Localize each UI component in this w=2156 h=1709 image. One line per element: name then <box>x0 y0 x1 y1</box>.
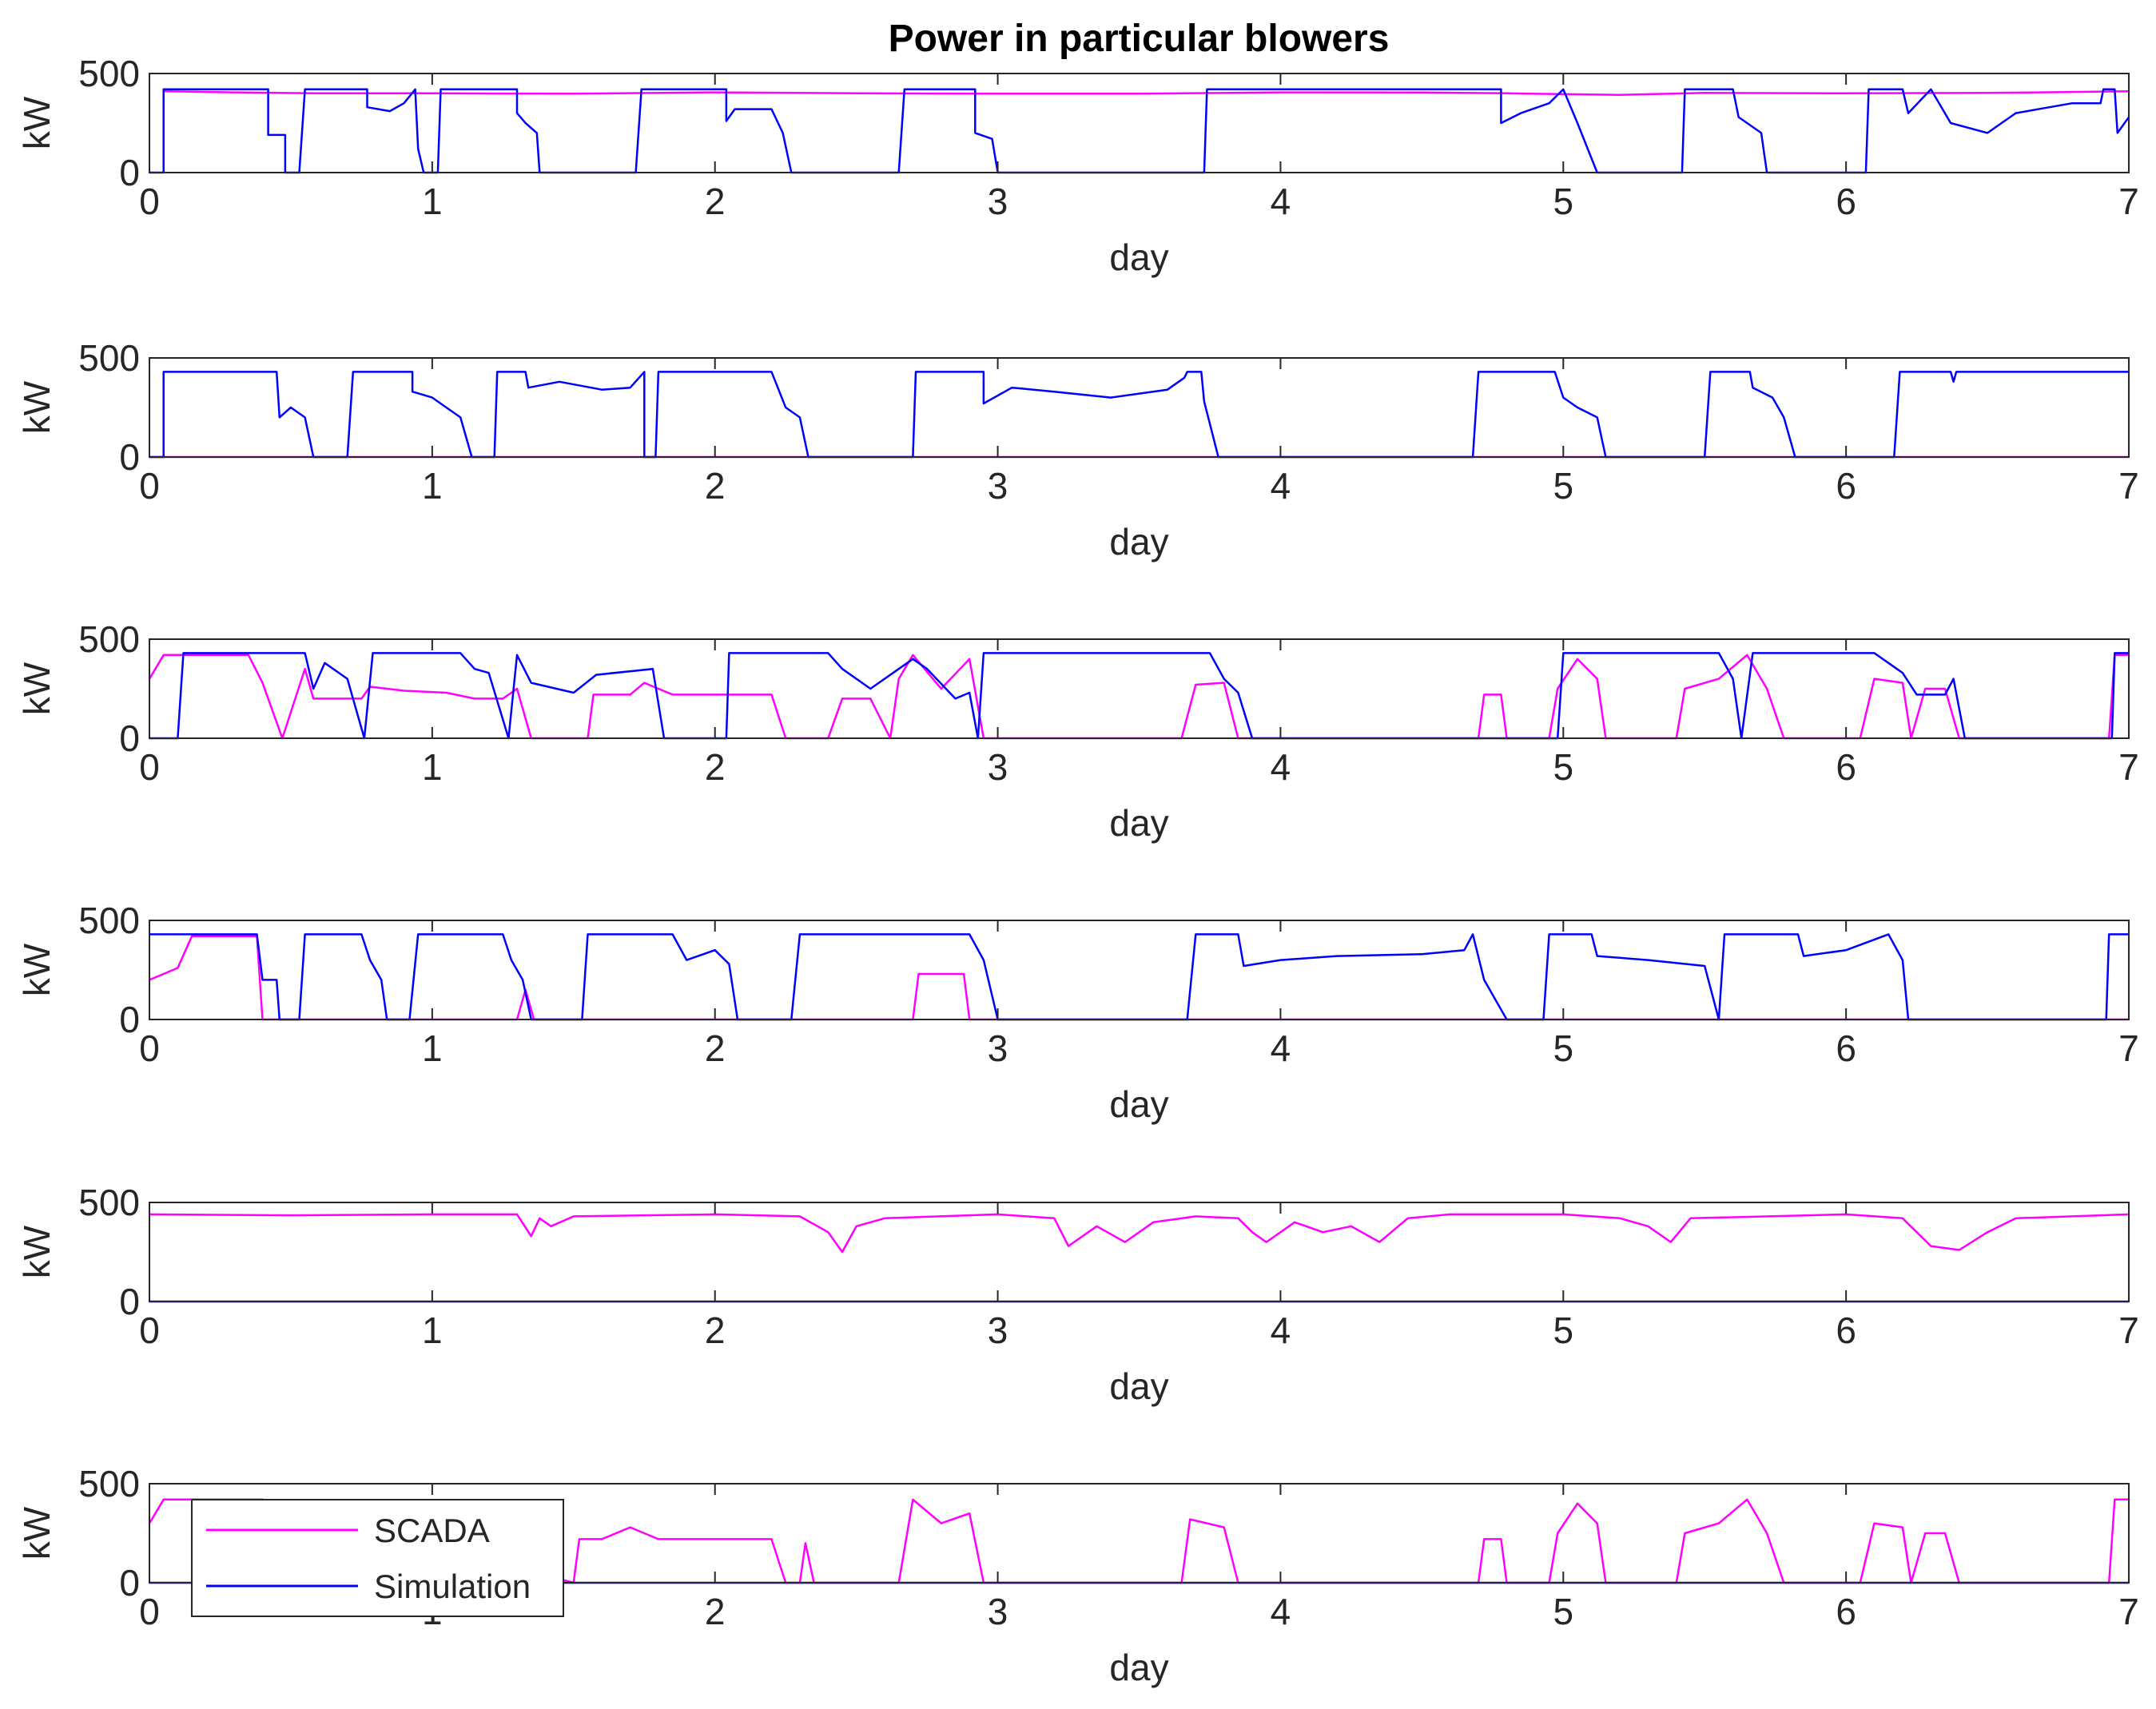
x-tick-label: 3 <box>988 465 1008 507</box>
series-line-simulation <box>149 88 2130 174</box>
y-axis-label: kW <box>16 380 58 434</box>
x-tick-label: 1 <box>422 746 443 788</box>
y-axis-label: kW <box>16 96 58 149</box>
x-tick-label: 2 <box>705 181 726 222</box>
series-line-simulation <box>149 371 2129 459</box>
x-tick-label: 4 <box>1271 1591 1291 1632</box>
x-axis-label: day <box>1109 1083 1168 1125</box>
x-tick-label: 5 <box>1553 1310 1573 1351</box>
x-tick-label: 2 <box>705 746 726 788</box>
x-tick-label: 4 <box>1271 746 1291 788</box>
y-tick-label: 0 <box>119 1281 140 1322</box>
x-tick-label: 2 <box>705 1310 726 1351</box>
series-line-scada <box>149 935 2129 1021</box>
plot-area <box>149 1202 2129 1302</box>
y-tick-label: 500 <box>78 1463 140 1504</box>
x-tick-label: 2 <box>705 1591 726 1632</box>
x-tick-label: 0 <box>139 465 160 507</box>
x-tick-label: 0 <box>139 181 160 222</box>
x-tick-label: 6 <box>1836 1027 1856 1069</box>
x-tick-label: 7 <box>2118 1310 2139 1351</box>
x-tick-label: 7 <box>2118 1591 2139 1632</box>
subplot-3: 0 1 2 3 4 5 6 7 0 500 day kW <box>16 618 2139 844</box>
x-tick-label: 0 <box>139 1591 160 1632</box>
x-tick-label: 3 <box>988 746 1008 788</box>
subplot-5: 0 1 2 3 4 5 6 7 0 500 day kW <box>16 1182 2139 1407</box>
figure-title: Power in particular blowers <box>889 18 1390 60</box>
x-tick-label: 5 <box>1553 1591 1573 1632</box>
x-tick-label: 6 <box>1836 465 1856 507</box>
x-tick-label: 3 <box>988 1027 1008 1069</box>
x-tick-label: 4 <box>1271 181 1291 222</box>
y-tick-label: 500 <box>78 618 140 660</box>
legend-label-simulation: Simulation <box>374 1568 531 1605</box>
x-tick-label: 4 <box>1271 1027 1291 1069</box>
x-tick-label: 0 <box>139 746 160 788</box>
x-tick-label: 5 <box>1553 465 1573 507</box>
y-tick-label: 0 <box>119 717 140 759</box>
x-tick-label: 5 <box>1553 181 1573 222</box>
y-tick-label: 0 <box>119 1562 140 1604</box>
x-tick-label: 1 <box>422 1310 443 1351</box>
plot-area <box>149 358 2129 457</box>
axes-box <box>149 1202 2130 1302</box>
legend: SCADA Simulation <box>191 1499 564 1617</box>
x-tick-label: 2 <box>705 465 726 507</box>
axes-box <box>149 73 2130 173</box>
x-tick-label: 5 <box>1553 1027 1573 1069</box>
subplot-2: 0 1 2 3 4 5 6 7 0 500 day kW <box>16 337 2139 562</box>
x-tick-label: 1 <box>422 465 443 507</box>
y-tick-label: 500 <box>78 900 140 941</box>
x-tick-label: 5 <box>1553 746 1573 788</box>
x-tick-label: 3 <box>988 1310 1008 1351</box>
y-tick-label: 500 <box>78 53 140 94</box>
x-tick-label: 7 <box>2118 181 2139 222</box>
x-tick-label: 3 <box>988 1591 1008 1632</box>
plot-area <box>149 639 2129 738</box>
x-tick-label: 1 <box>422 181 443 222</box>
x-tick-label: 0 <box>139 1027 160 1069</box>
x-axis-label: day <box>1109 802 1168 844</box>
y-axis-label: kW <box>16 943 58 996</box>
x-tick-label: 4 <box>1271 465 1291 507</box>
x-tick-label: 6 <box>1836 181 1856 222</box>
legend-label-scada: SCADA <box>374 1512 490 1549</box>
y-axis-label: kW <box>16 662 58 715</box>
x-tick-label: 6 <box>1836 746 1856 788</box>
y-tick-label: 500 <box>78 337 140 379</box>
axes-box <box>149 920 2130 1020</box>
x-tick-label: 7 <box>2118 465 2139 507</box>
subplot-1: 0 1 2 3 4 5 6 7 0 500 day kW <box>16 53 2139 278</box>
series-line-scada <box>149 1213 2130 1254</box>
y-axis-label: kW <box>16 1225 58 1278</box>
x-axis-label: day <box>1109 521 1168 562</box>
x-axis-label: day <box>1109 1647 1168 1688</box>
axes-box <box>149 1483 2130 1584</box>
y-tick-label: 0 <box>119 436 140 478</box>
y-tick-label: 0 <box>119 152 140 193</box>
x-tick-label: 4 <box>1271 1310 1291 1351</box>
y-axis-label: kW <box>16 1506 58 1560</box>
x-tick-label: 6 <box>1836 1310 1856 1351</box>
x-tick-label: 7 <box>2118 746 2139 788</box>
series-line-scada <box>148 1498 2129 1584</box>
subplot-4: 0 1 2 3 4 5 6 7 0 500 day kW <box>16 900 2139 1125</box>
legend-box <box>191 1499 564 1617</box>
x-tick-label: 0 <box>139 1310 160 1351</box>
axes-box <box>149 357 2130 458</box>
series-line-simulation <box>149 652 2129 740</box>
axes-box <box>149 638 2130 739</box>
x-tick-label: 7 <box>2118 1027 2139 1069</box>
x-tick-label: 3 <box>988 181 1008 222</box>
series-line-scada <box>163 90 2130 97</box>
y-tick-label: 500 <box>78 1182 140 1223</box>
y-tick-label: 0 <box>119 999 140 1040</box>
x-axis-label: day <box>1109 236 1168 278</box>
x-tick-label: 1 <box>422 1027 443 1069</box>
x-tick-label: 2 <box>705 1027 726 1069</box>
x-tick-label: 6 <box>1836 1591 1856 1632</box>
x-axis-label: day <box>1109 1365 1168 1407</box>
